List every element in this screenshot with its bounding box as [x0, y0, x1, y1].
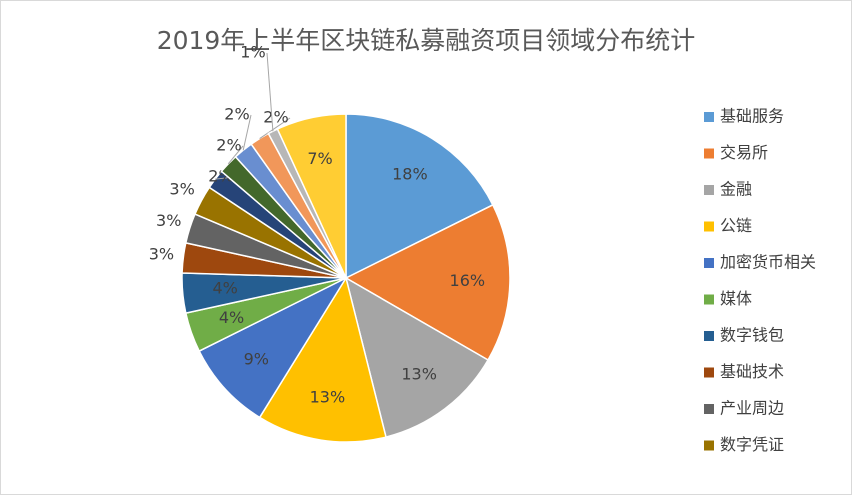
leader-line — [259, 117, 291, 139]
pie-slice — [344, 203, 511, 362]
pie-slice — [198, 276, 349, 419]
data-label: 18% — [392, 164, 428, 183]
data-label: 1% — [240, 43, 265, 62]
legend-swatch — [704, 440, 714, 451]
pie-slice — [345, 113, 494, 280]
data-label: 2% — [216, 136, 241, 155]
legend-label: 数字钱包 — [720, 326, 784, 345]
leader-line — [227, 145, 244, 165]
legend-swatch — [704, 367, 714, 378]
data-label: 3% — [156, 211, 181, 230]
pie-slice — [258, 276, 387, 443]
pie-slice — [344, 276, 490, 438]
data-label: 2% — [263, 108, 288, 127]
data-label: 2% — [224, 105, 249, 124]
legend-swatch — [704, 404, 714, 414]
data-label: 4% — [219, 308, 244, 327]
legend-label: 基础技术 — [720, 362, 784, 381]
legend-swatch — [704, 112, 714, 122]
legend-label: 基础服务 — [720, 107, 784, 126]
legend-swatch — [704, 148, 714, 159]
data-label: 13% — [401, 364, 437, 383]
legend-label: 数字凭证 — [720, 435, 784, 454]
chart-title: 2019年上半年区块链私募融资项目领域分布统计 — [157, 26, 696, 55]
legend-label: 交易所 — [720, 143, 768, 162]
legend-label: 媒体 — [720, 289, 752, 308]
leader-line — [242, 114, 252, 151]
data-label: 16% — [450, 271, 486, 290]
legend-swatch — [704, 258, 714, 268]
legend-label: 产业周边 — [720, 399, 784, 418]
legend-swatch — [704, 185, 714, 195]
pie-slice — [276, 113, 347, 279]
legend-label: 加密货币相关 — [720, 253, 816, 272]
data-label: 4% — [212, 279, 237, 298]
data-label: 3% — [149, 245, 174, 264]
data-label: 7% — [307, 149, 332, 168]
leader-line — [266, 52, 274, 132]
legend-label: 金融 — [720, 180, 752, 199]
legend-swatch — [704, 294, 714, 305]
legend-swatch — [704, 221, 714, 232]
data-label: 9% — [244, 349, 269, 368]
data-label: 3% — [169, 180, 194, 199]
legend-label: 公链 — [720, 216, 752, 235]
data-label: 13% — [310, 387, 346, 406]
legend-swatch — [704, 331, 714, 341]
